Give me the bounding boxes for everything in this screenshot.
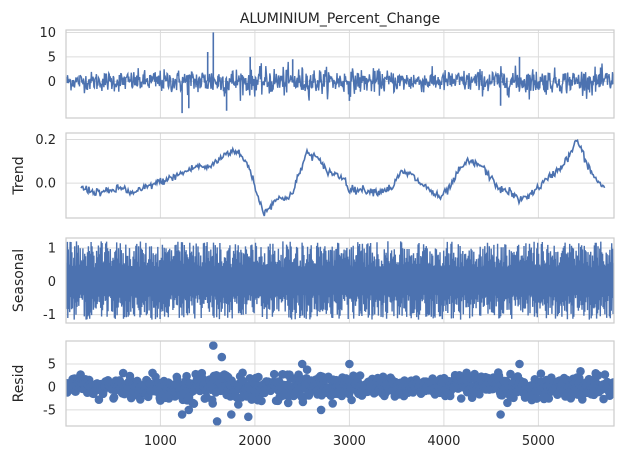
resid-point	[238, 368, 247, 378]
resid-point	[544, 394, 554, 403]
y-axis-label: Resid	[11, 365, 27, 403]
resid-outlier	[212, 417, 222, 426]
resid-point	[118, 368, 128, 378]
resid-points	[66, 341, 614, 426]
resid-outlier	[244, 412, 253, 422]
resid-point	[575, 373, 584, 383]
x-tick-label: 4000	[427, 434, 460, 449]
resid-point	[347, 395, 356, 405]
x-tick-label: 5000	[522, 434, 555, 449]
resid-point	[355, 371, 365, 380]
resid-outlier	[496, 410, 505, 419]
x-tick-label: 1000	[144, 434, 177, 449]
resid-point	[182, 371, 191, 381]
y-axis-label: Trend	[11, 156, 27, 195]
grid	[66, 133, 614, 218]
x-tick-label: 3000	[333, 434, 366, 449]
resid-point	[136, 395, 145, 404]
resid-outlier	[297, 359, 307, 369]
y-tick-label: 5	[48, 50, 56, 65]
panel-2: 0.0 0.2 Trend	[11, 132, 615, 219]
y-tick-label: 10	[39, 26, 56, 41]
axes-frame	[65, 132, 615, 219]
resid-outlier	[515, 359, 524, 369]
panel-1: 0 5 10 ALUMINIUM_Percent_Change	[39, 11, 615, 119]
panel-4: -5 0 5 Resid 1000 2000 3000 4000 5000	[11, 340, 615, 449]
y-tick-label: 0	[48, 75, 56, 90]
resid-point	[208, 399, 217, 408]
trend-line	[80, 138, 606, 217]
resid-point	[189, 399, 199, 409]
resid-point	[536, 369, 546, 379]
y-axis-label: Seasonal	[11, 249, 27, 312]
y-tick-label: -5	[43, 403, 56, 418]
resid-point	[257, 396, 266, 406]
y-tick-label: 5	[48, 357, 56, 372]
resid-point	[269, 369, 279, 379]
resid-outlier	[227, 410, 236, 419]
chart-title: ALUMINIUM_Percent_Change	[240, 11, 440, 27]
resid-point	[198, 373, 207, 383]
resid-point	[593, 371, 603, 380]
resid-point	[576, 367, 585, 376]
resid-point	[302, 365, 312, 375]
resid-point	[600, 370, 610, 379]
axes-frame	[65, 29, 615, 119]
resid-outlier	[209, 341, 218, 350]
panel-3: -1 0 1 Seasonal	[11, 237, 615, 324]
resid-outlier	[345, 359, 354, 369]
x-tick-label: 2000	[238, 434, 271, 449]
series-spikes	[181, 32, 521, 114]
series-1	[66, 32, 614, 114]
resid-outlier	[177, 410, 187, 419]
seasonal-line	[66, 241, 614, 320]
y-tick-label: 0	[48, 380, 56, 395]
series-2	[80, 138, 606, 217]
axes-frame	[65, 340, 615, 427]
y-tick-label: 0.2	[35, 133, 56, 148]
y-tick-label: 0	[48, 275, 56, 290]
resid-point	[254, 372, 263, 382]
y-tick-label: -1	[43, 308, 56, 323]
resid-point	[283, 398, 293, 408]
y-tick-label: 1	[48, 242, 56, 257]
resid-point	[234, 400, 243, 409]
resid-point	[109, 393, 119, 402]
resid-point	[328, 399, 338, 408]
resid-point	[609, 380, 614, 389]
resid-point	[503, 398, 512, 408]
y-tick-label: 0.0	[35, 177, 56, 192]
series-4	[66, 341, 614, 426]
series-line	[66, 61, 614, 101]
resid-point	[456, 394, 466, 403]
resid-outlier	[184, 405, 194, 415]
resid-outlier	[316, 405, 326, 415]
resid-outlier	[217, 352, 227, 362]
axes-frame	[65, 237, 615, 324]
series-3	[66, 241, 614, 320]
